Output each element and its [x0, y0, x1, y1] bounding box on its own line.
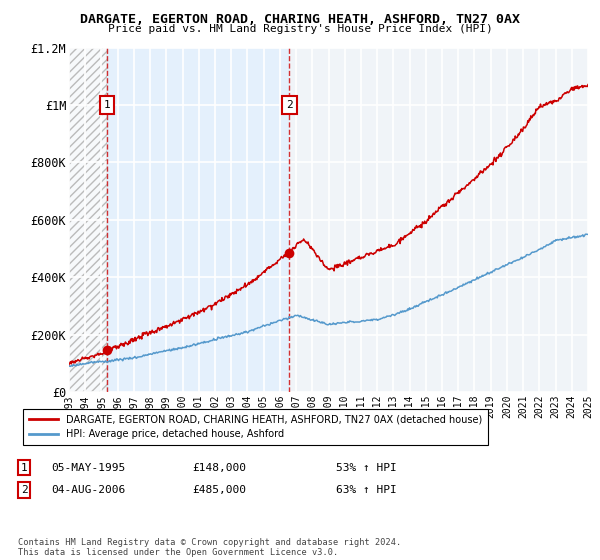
- Text: 2: 2: [286, 100, 293, 110]
- Text: 1: 1: [104, 100, 110, 110]
- Text: Contains HM Land Registry data © Crown copyright and database right 2024.
This d: Contains HM Land Registry data © Crown c…: [18, 538, 401, 557]
- Text: 63% ↑ HPI: 63% ↑ HPI: [336, 485, 397, 495]
- Text: 1: 1: [20, 463, 28, 473]
- Text: Price paid vs. HM Land Registry's House Price Index (HPI): Price paid vs. HM Land Registry's House …: [107, 24, 493, 34]
- Text: £148,000: £148,000: [192, 463, 246, 473]
- Text: £485,000: £485,000: [192, 485, 246, 495]
- Text: 04-AUG-2006: 04-AUG-2006: [51, 485, 125, 495]
- Text: 2: 2: [20, 485, 28, 495]
- Text: DARGATE, EGERTON ROAD, CHARING HEATH, ASHFORD, TN27 0AX: DARGATE, EGERTON ROAD, CHARING HEATH, AS…: [80, 13, 520, 26]
- Text: 05-MAY-1995: 05-MAY-1995: [51, 463, 125, 473]
- Legend: DARGATE, EGERTON ROAD, CHARING HEATH, ASHFORD, TN27 0AX (detached house), HPI: A: DARGATE, EGERTON ROAD, CHARING HEATH, AS…: [23, 409, 488, 445]
- Text: 53% ↑ HPI: 53% ↑ HPI: [336, 463, 397, 473]
